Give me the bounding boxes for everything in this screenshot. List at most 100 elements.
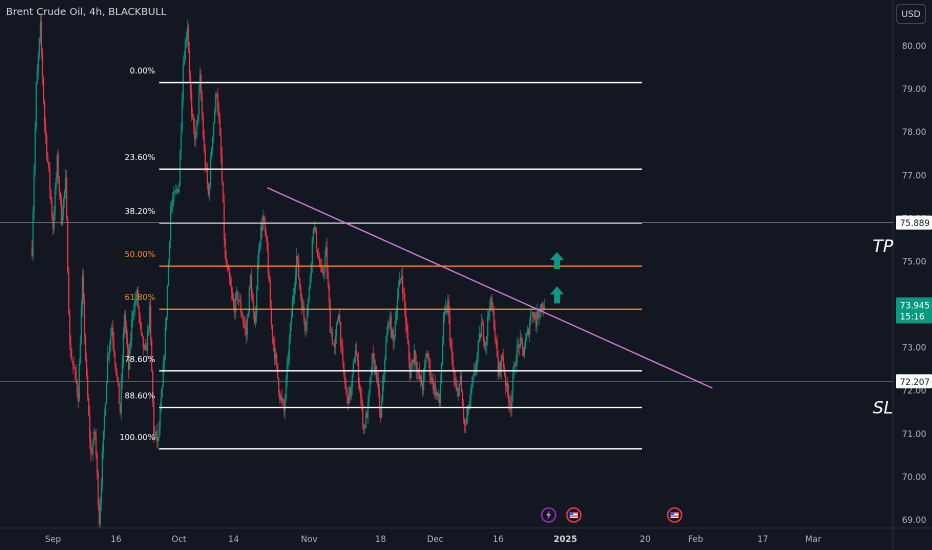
- candle: [331, 327, 333, 346]
- candle: [256, 285, 258, 324]
- candle-body: [473, 369, 475, 376]
- candle: [179, 149, 181, 187]
- candle: [299, 277, 301, 290]
- price-axis[interactable]: 80.0079.0078.0077.0076.0075.0074.0073.00…: [902, 42, 926, 526]
- candle-body: [419, 376, 422, 380]
- fib-level-label: 88.60%: [125, 391, 156, 400]
- candle: [471, 377, 473, 395]
- candle: [246, 314, 248, 341]
- horizontal-levels[interactable]: [0, 222, 893, 382]
- candle-body: [154, 433, 156, 438]
- candle: [141, 332, 143, 338]
- candle: [159, 403, 161, 436]
- candle-body: [439, 383, 442, 404]
- candle: [223, 193, 225, 247]
- candle-body: [63, 190, 66, 199]
- event-markers[interactable]: [540, 507, 683, 523]
- up-arrow-icon: [550, 286, 564, 304]
- candle-body: [39, 21, 41, 39]
- candle: [336, 317, 339, 326]
- candle: [115, 362, 117, 377]
- candle: [142, 336, 144, 356]
- candle: [470, 384, 472, 408]
- candle: [485, 341, 487, 353]
- candle-body: [512, 374, 514, 394]
- candle: [172, 191, 174, 214]
- candle-body: [118, 382, 120, 404]
- candle-body: [193, 117, 195, 127]
- candle-body: [266, 236, 268, 250]
- us-flag-icon[interactable]: [666, 507, 683, 523]
- candle: [403, 288, 405, 300]
- candle: [498, 361, 500, 379]
- candle-body: [267, 249, 269, 276]
- candle-body: [480, 322, 482, 338]
- candles: [31, 13, 545, 529]
- candle-body: [420, 376, 423, 386]
- candle-body: [149, 305, 151, 330]
- candle: [306, 303, 308, 333]
- candle-body: [328, 285, 330, 304]
- candle: [50, 188, 52, 205]
- candle-body: [210, 150, 213, 159]
- trendline[interactable]: [266, 187, 713, 389]
- candle: [356, 353, 359, 367]
- candle-body: [81, 276, 83, 308]
- candle-body: [83, 300, 86, 336]
- candle-body: [339, 314, 341, 323]
- candle-body: [490, 297, 492, 307]
- candle-body: [331, 331, 333, 344]
- candle-body: [275, 354, 277, 359]
- candle-body: [423, 371, 425, 390]
- us-flag-icon[interactable]: [566, 507, 582, 523]
- lightning-icon[interactable]: [540, 507, 557, 523]
- candle-body: [161, 386, 163, 398]
- candle-body: [165, 317, 167, 327]
- candle-body: [260, 226, 262, 244]
- candle-body: [363, 425, 365, 429]
- candle-body: [142, 336, 144, 349]
- candle: [201, 90, 203, 121]
- candle-body: [273, 343, 276, 359]
- lightning-bolt: [546, 510, 552, 520]
- candle: [91, 446, 93, 456]
- candle-body: [340, 322, 342, 346]
- candle: [233, 293, 235, 311]
- candle: [468, 403, 470, 415]
- candle-body: [125, 326, 128, 339]
- price-tick-label: 79.00: [902, 85, 926, 95]
- candle-body: [284, 399, 286, 412]
- candle-body: [427, 353, 429, 358]
- candle-body: [458, 383, 460, 396]
- time-axis[interactable]: Sep 16 Oct 14 Nov 18 Dec 16 2025 20 Feb 17 Mar: [45, 535, 822, 545]
- candle-body: [248, 287, 250, 313]
- candle-body: [353, 362, 355, 364]
- candle: [444, 305, 446, 323]
- candle: [366, 410, 368, 419]
- candle-body: [167, 261, 170, 286]
- candle: [176, 185, 178, 195]
- candle: [304, 317, 306, 335]
- candle: [157, 436, 159, 450]
- candle-body: [343, 361, 345, 375]
- currency-button[interactable]: USD: [896, 4, 926, 24]
- candle-body: [140, 322, 142, 333]
- candle-body: [208, 185, 211, 196]
- candle-body: [187, 27, 190, 51]
- fibonacci-retracement[interactable]: 0.00% 23.60% 38.20% 50.00% 61.80% 78.60% 88.60…: [120, 67, 642, 450]
- candle: [487, 310, 489, 345]
- candle-body: [406, 323, 408, 332]
- candle-body: [257, 262, 259, 291]
- candle: [351, 373, 353, 396]
- candle: [279, 390, 281, 404]
- candle: [496, 334, 498, 358]
- candle-body: [120, 380, 122, 414]
- candle: [84, 333, 87, 363]
- candle-body: [117, 377, 119, 383]
- candle: [434, 374, 436, 400]
- candle: [325, 241, 327, 257]
- candle-body: [152, 371, 154, 402]
- candle: [186, 19, 188, 47]
- candle-body: [535, 319, 537, 327]
